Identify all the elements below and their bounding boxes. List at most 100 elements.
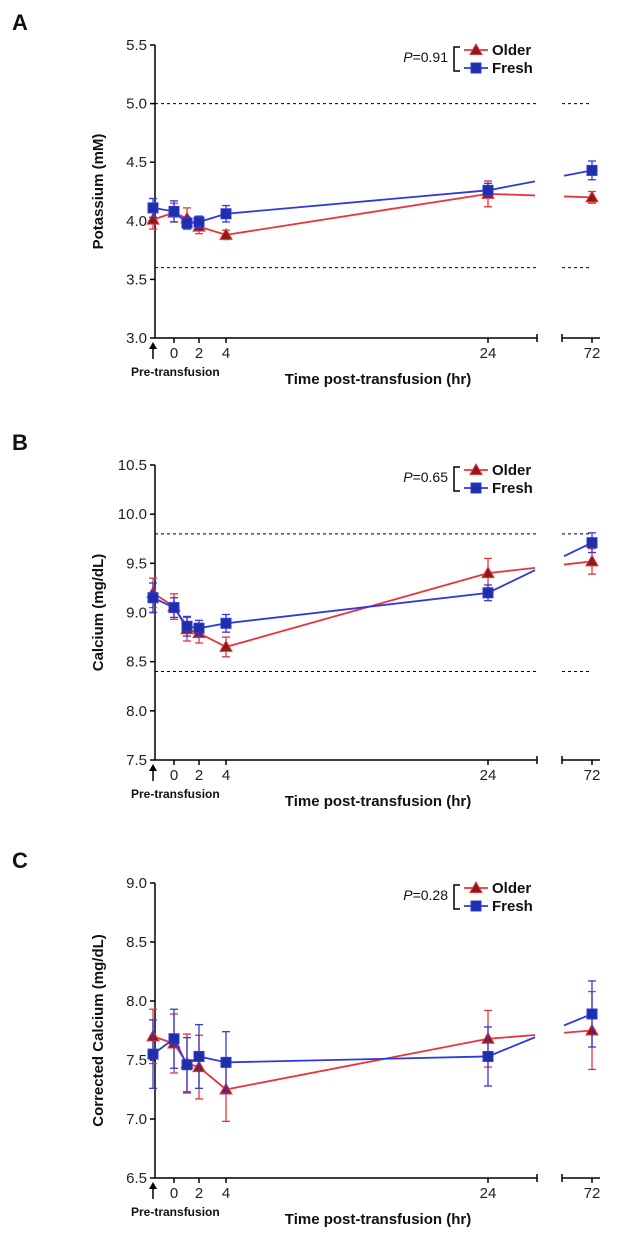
legend-entry-fresh: Fresh	[464, 60, 533, 77]
x-tick-label: 72	[584, 345, 601, 362]
x-tick-label: 4	[222, 767, 230, 784]
pre-transfusion-label: Pre-transfusion	[131, 787, 220, 801]
y-tick-label: 10.0	[118, 506, 147, 523]
legend-bracket	[453, 46, 460, 72]
legend-bracket	[453, 466, 460, 492]
series-older	[146, 180, 599, 241]
legend-marker-triangle	[469, 42, 483, 55]
data-point-square	[181, 620, 193, 632]
x-tick-label: 72	[584, 1185, 601, 1202]
legend-bracket	[453, 884, 460, 910]
panel-label: B	[12, 430, 28, 455]
data-point-square	[181, 217, 193, 229]
legend-entry-older: Older	[464, 880, 531, 897]
data-point-triangle	[585, 554, 599, 567]
y-tick-label: 3.5	[126, 271, 147, 288]
panel-label: A	[12, 10, 28, 35]
y-tick-label: 5.0	[126, 96, 147, 113]
data-point-square	[586, 1008, 598, 1020]
data-point-square	[147, 1048, 159, 1060]
y-tick-label: 9.0	[126, 875, 147, 892]
p-letter: P	[403, 887, 413, 903]
panel-c: C 6.5 7.0 7.5 8.0 8.5 9.0 Corrected Calcium (mg…	[12, 848, 600, 1228]
x-tick-label: 0	[170, 1185, 178, 1202]
x-tick-label: 24	[480, 345, 497, 362]
x-axis-label: Time post-transfusion (hr)	[285, 1211, 471, 1228]
p-value: P=0.28	[403, 887, 448, 903]
series-fresh	[147, 532, 598, 637]
data-point-triangle	[585, 190, 599, 203]
y-tick-label: 8.0	[126, 703, 147, 720]
data-point-square	[168, 205, 180, 217]
y-tick-label: 4.5	[126, 154, 147, 171]
pre-transfusion-label: Pre-transfusion	[131, 365, 220, 379]
x-tick-label: 24	[480, 1185, 497, 1202]
y-tick-label: 7.5	[126, 1052, 147, 1069]
p-letter: P	[403, 469, 413, 485]
x-tick-label: 2	[195, 1185, 203, 1202]
data-point-square	[181, 1059, 193, 1071]
x-tick-label: 0	[170, 767, 178, 784]
series-line-fresh	[152, 169, 593, 225]
x-tick-label: 4	[222, 1185, 230, 1202]
data-point-square	[220, 1056, 232, 1068]
y-tick-label: 8.5	[126, 654, 147, 671]
legend-label: Fresh	[492, 480, 533, 497]
y-axis-label: Calcium (mg/dL)	[90, 554, 107, 672]
x-tick-label: 2	[195, 345, 203, 362]
y-axis-label: Corrected Calcium (mg/dL)	[90, 934, 107, 1127]
p-number: =0.28	[413, 887, 449, 903]
series-older	[146, 990, 599, 1123]
x-axis-label: Time post-transfusion (hr)	[285, 793, 471, 810]
data-point-square	[193, 1050, 205, 1062]
p-number: =0.91	[413, 49, 449, 65]
p-value: P=0.65	[403, 469, 448, 485]
data-point-square	[220, 617, 232, 629]
legend-label: Fresh	[492, 60, 533, 77]
y-tick-label: 9.0	[126, 605, 147, 622]
legend-entry-fresh: Fresh	[464, 480, 533, 497]
y-tick-label: 8.0	[126, 993, 147, 1010]
x-tick-label: 0	[170, 345, 178, 362]
panel-b: B 7.5 8.0 8.5 9.0 9.5 10.0 10.5 Calcium (mg/dL) 0…	[12, 430, 600, 810]
y-tick-label: 6.5	[126, 1170, 147, 1187]
data-point-square	[586, 164, 598, 176]
legend-entry-older: Older	[464, 42, 531, 59]
data-point-square	[220, 208, 232, 220]
y-tick-label: 7.5	[126, 752, 147, 769]
series-fresh	[147, 980, 598, 1094]
panel-label: C	[12, 848, 28, 873]
legend-marker-square	[470, 482, 482, 494]
x-tick-label: 24	[480, 767, 497, 784]
legend-marker-triangle	[469, 462, 483, 475]
data-point-triangle	[481, 566, 495, 579]
x-axis-label: Time post-transfusion (hr)	[285, 371, 471, 388]
data-point-square	[147, 592, 159, 604]
x-tick-label: 2	[195, 767, 203, 784]
legend-label: Older	[492, 880, 531, 897]
y-tick-label: 7.0	[126, 1111, 147, 1128]
legend-entry-fresh: Fresh	[464, 898, 533, 915]
pre-transfusion-label: Pre-transfusion	[131, 1205, 220, 1219]
arrow-up-icon	[149, 764, 157, 771]
y-tick-label: 9.5	[126, 555, 147, 572]
arrow-up-icon	[149, 1182, 157, 1189]
data-point-triangle	[146, 212, 160, 225]
legend-label: Fresh	[492, 898, 533, 915]
series-older	[146, 547, 599, 658]
x-tick-label: 72	[584, 767, 601, 784]
data-point-square	[193, 622, 205, 634]
data-point-square	[586, 537, 598, 549]
legend-entry-older: Older	[464, 462, 531, 479]
y-tick-label: 3.0	[126, 330, 147, 347]
legend-marker-triangle	[469, 880, 483, 893]
series-line-fresh	[152, 541, 593, 630]
legend-marker-square	[470, 900, 482, 912]
data-point-square	[482, 184, 494, 196]
data-point-square	[193, 216, 205, 228]
x-tick-label: 4	[222, 345, 230, 362]
